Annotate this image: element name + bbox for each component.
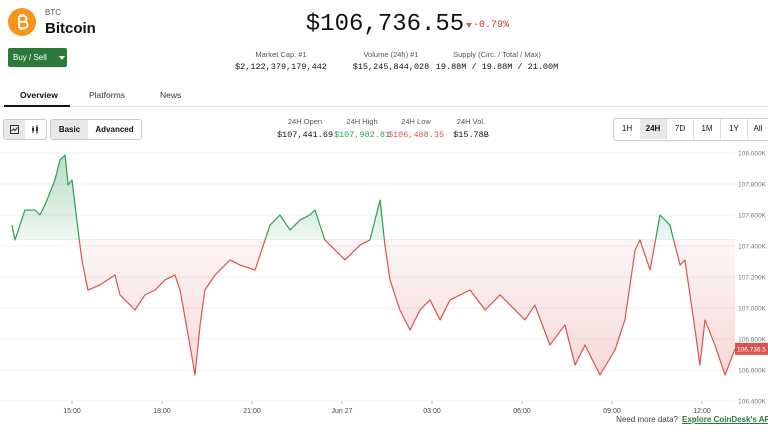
stat-value: $15,245,844,028 (352, 62, 430, 72)
stat-value: 19.88M / 19.88M / 21.00M (435, 62, 559, 72)
day-stat-label: 24H High (346, 117, 378, 126)
dropdown-arrow (59, 56, 65, 60)
last-price-tag (735, 342, 768, 355)
stat-label: Supply (Circ. / Total / Max) (453, 50, 541, 59)
buy-sell-label: Buy / Sell (13, 53, 47, 62)
tab[interactable]: Overview (20, 90, 58, 100)
mode-button[interactable]: Advanced (95, 125, 134, 134)
line-icon (10, 125, 19, 134)
timeframe-button[interactable]: 1M (694, 119, 721, 139)
symbol: BTC (45, 8, 61, 17)
stat-value: $2,122,379,179,442 (235, 62, 327, 72)
line-style-button[interactable] (4, 120, 25, 139)
down-triangle (466, 23, 472, 28)
mode-toggle: Basic Advanced (50, 119, 142, 140)
day-stat-label: 24H Vol. (456, 117, 486, 126)
buy-sell-button[interactable]: Buy / Sell (8, 48, 67, 67)
price-line (11, 154, 736, 376)
y-tick-label: 106.800K (738, 337, 766, 344)
stat-label: Volume (24h) #1 (363, 50, 419, 59)
last-price-label: 106,736.5 (737, 346, 766, 353)
y-tick-label: 107.800K (738, 182, 766, 189)
footer-link[interactable]: Explore CoinDesk's API (682, 415, 768, 424)
timeframe-button[interactable]: 1H (614, 119, 641, 139)
x-tick-label: 03:00 (423, 408, 441, 415)
x-tick-label: 06:00 (513, 408, 531, 415)
tab-underline (4, 105, 70, 107)
x-tick-label: Jun 27 (331, 408, 352, 415)
x-tick-label: 18:00 (153, 408, 171, 415)
stat-label: Market Cap. #1 (255, 50, 307, 59)
coin-name: Bitcoin (45, 20, 96, 37)
day-stat-value: $15.78B (453, 130, 489, 140)
y-tick-label: 107.400K (738, 244, 766, 251)
x-tick-label: 15:00 (63, 408, 81, 415)
timeframe-button[interactable]: 7D (667, 119, 694, 139)
y-tick-label: 108.000K (738, 151, 766, 158)
timeframe-button[interactable]: All (753, 124, 763, 133)
price-change: -0.79% (473, 20, 510, 31)
timeframe-button[interactable]: 24H (640, 119, 667, 139)
mode-button[interactable]: Basic (51, 120, 88, 139)
price-chart: 108.000K 107.800K 107.600K 107.400K 107.200K… (0, 151, 768, 415)
y-tick-label: 107.200K (738, 275, 766, 282)
tab[interactable]: Platforms (89, 90, 125, 100)
price: $106,736.55 (305, 11, 465, 38)
day-stat-label: 24H Low (401, 117, 431, 126)
y-tick-label: 107.600K (738, 213, 766, 220)
day-stat-label: 24H Open (287, 117, 323, 126)
area-fill (12, 155, 735, 375)
day-stat-value: $107,982.81 (333, 130, 391, 140)
day-stat-value: $106,488.35 (387, 130, 445, 140)
chart-style-toggle (3, 119, 47, 140)
coin-icon (8, 8, 36, 36)
footer-question: Need more data? (616, 415, 678, 424)
tab-divider (0, 106, 768, 107)
day-stat-value: $107,441.69 (276, 130, 334, 140)
x-tick-label: 12:00 (693, 408, 711, 415)
candle-style-button[interactable] (25, 120, 46, 139)
timeframe-group (613, 118, 768, 141)
x-tick-label: 09:00 (603, 408, 621, 415)
tab[interactable]: News (160, 90, 182, 100)
y-tick-label: 106.600K (738, 368, 766, 375)
y-tick-label: 106.400K (738, 399, 766, 406)
timeframe-button[interactable]: 1Y (721, 119, 748, 139)
y-tick-label: 107.000K (738, 306, 766, 313)
x-tick-label: 21:00 (243, 408, 261, 415)
